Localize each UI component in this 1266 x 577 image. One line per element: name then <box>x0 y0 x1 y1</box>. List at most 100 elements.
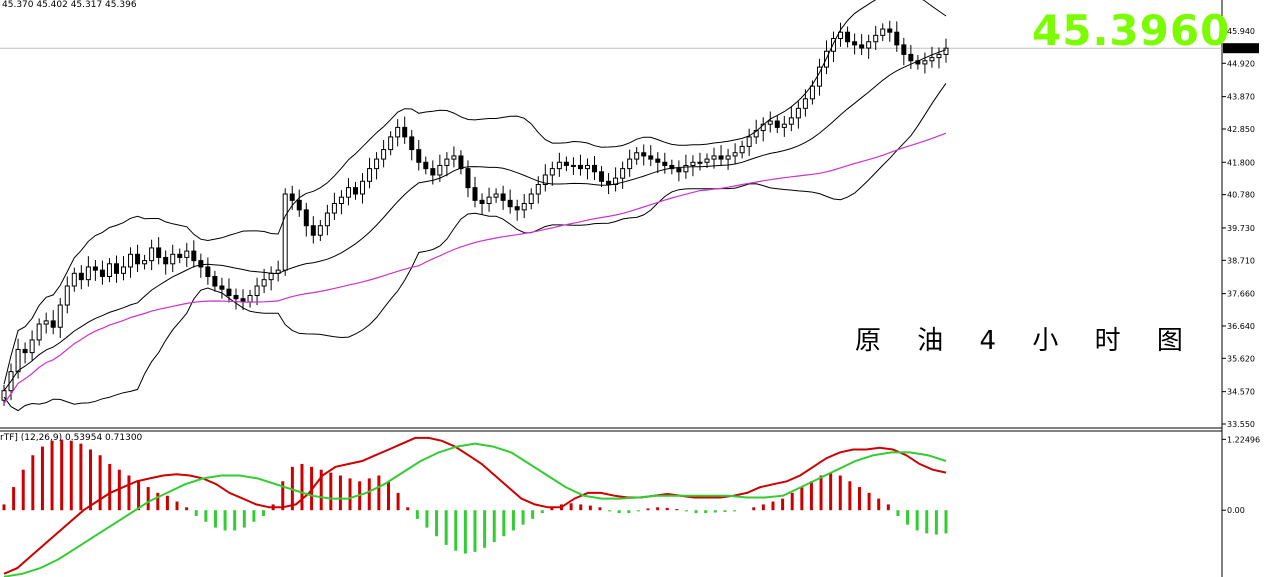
candle-body <box>43 320 49 325</box>
candle-body <box>71 272 77 287</box>
candle-body <box>388 136 394 151</box>
candle-body <box>845 31 851 43</box>
candle-body <box>732 152 738 157</box>
price-axis-tick-label: 33.550 <box>1227 420 1255 429</box>
candle-body <box>809 85 815 100</box>
candle-body <box>697 161 703 164</box>
candle-body <box>367 168 373 182</box>
candle-body <box>514 206 520 211</box>
candle-body <box>282 193 288 271</box>
candle-body <box>894 31 900 46</box>
candle-body <box>135 253 141 265</box>
candle-body <box>838 31 844 40</box>
candle-body <box>887 28 893 33</box>
price-axis-tick-label: 34.570 <box>1227 388 1255 397</box>
candle-body <box>437 164 443 176</box>
candle-body <box>704 158 710 163</box>
candle-body <box>690 161 696 166</box>
price-axis-tick-label: 35.620 <box>1227 354 1255 363</box>
candle-body <box>451 155 457 160</box>
candle-body <box>606 180 612 185</box>
candle-body <box>416 149 422 163</box>
current-price-tag-box <box>1223 43 1259 54</box>
candle-body <box>908 53 914 62</box>
candle-body <box>345 187 351 198</box>
candle-body <box>409 136 415 151</box>
candle-body <box>226 288 232 297</box>
candle-body <box>556 161 562 170</box>
price-axis-tick-label: 37.660 <box>1227 290 1255 299</box>
candle-body <box>395 126 401 138</box>
candle-body <box>64 285 70 306</box>
candle-body <box>205 266 211 277</box>
candle-body <box>156 247 162 258</box>
candle-body <box>592 164 598 173</box>
candle-body <box>352 187 358 195</box>
price-axis-tick-label: 40.780 <box>1227 191 1255 200</box>
candle-body <box>50 320 56 328</box>
candle-body <box>788 117 794 125</box>
candle-body <box>535 183 541 195</box>
candle-body <box>936 53 942 59</box>
candle-body <box>289 193 295 201</box>
candle-body <box>99 269 105 277</box>
candle-body <box>648 155 654 160</box>
candle-body <box>360 180 366 195</box>
candle-body <box>852 41 858 46</box>
candle-body <box>718 155 724 160</box>
candle-body <box>641 152 647 157</box>
candle-body <box>317 225 323 236</box>
candle-body <box>402 126 408 138</box>
candle-body <box>15 348 21 373</box>
candle-body <box>184 250 190 258</box>
candle-body <box>493 193 499 198</box>
candle-body <box>866 41 872 49</box>
candle-body <box>676 168 682 173</box>
candle-body <box>472 187 478 201</box>
candle-body <box>549 168 555 176</box>
candle-body <box>106 263 112 277</box>
candle-body <box>781 123 787 128</box>
candle-body <box>303 209 309 227</box>
candle-body <box>78 272 84 281</box>
candle-body <box>873 34 879 43</box>
candle-body <box>521 203 527 211</box>
candle-body <box>542 174 548 185</box>
candle-body <box>683 164 689 173</box>
candle-body <box>374 158 380 170</box>
candle-body <box>149 247 155 262</box>
candle-body <box>261 279 267 287</box>
lower-band-line <box>3 83 947 412</box>
candle-body <box>767 120 773 125</box>
price-axis-tick-label: 42.850 <box>1227 125 1255 134</box>
candle-body <box>121 266 127 274</box>
price-axis-tick-label: 44.920 <box>1227 59 1255 68</box>
price-axis-tick-label: 41.800 <box>1227 158 1255 167</box>
price-axis-tick-label: 39.730 <box>1227 224 1255 233</box>
candle-body <box>599 171 605 182</box>
price-axis-tick-label: 36.640 <box>1227 322 1255 331</box>
candle-body <box>753 130 759 138</box>
candle-body <box>170 253 176 265</box>
candle-body <box>233 295 239 300</box>
ohlc-readout: 45.370 45.402 45.317 45.396 <box>2 0 137 10</box>
candle-body <box>500 193 506 201</box>
candle-body <box>212 275 218 287</box>
candle-body <box>268 272 274 281</box>
candle-body <box>198 260 204 268</box>
candle-body <box>36 323 42 341</box>
candle-body <box>458 155 464 170</box>
moving-average-line <box>3 132 947 404</box>
candle-body <box>430 168 436 176</box>
candle-body <box>943 47 949 55</box>
candle-body <box>739 145 745 154</box>
price-axis-tick-label: 45.940 <box>1227 27 1255 36</box>
candle-body <box>584 164 590 170</box>
candle-body <box>802 98 808 109</box>
candle-body <box>465 168 471 189</box>
candle-body <box>254 285 260 297</box>
candle-body <box>177 253 183 258</box>
candle-body <box>444 158 450 166</box>
